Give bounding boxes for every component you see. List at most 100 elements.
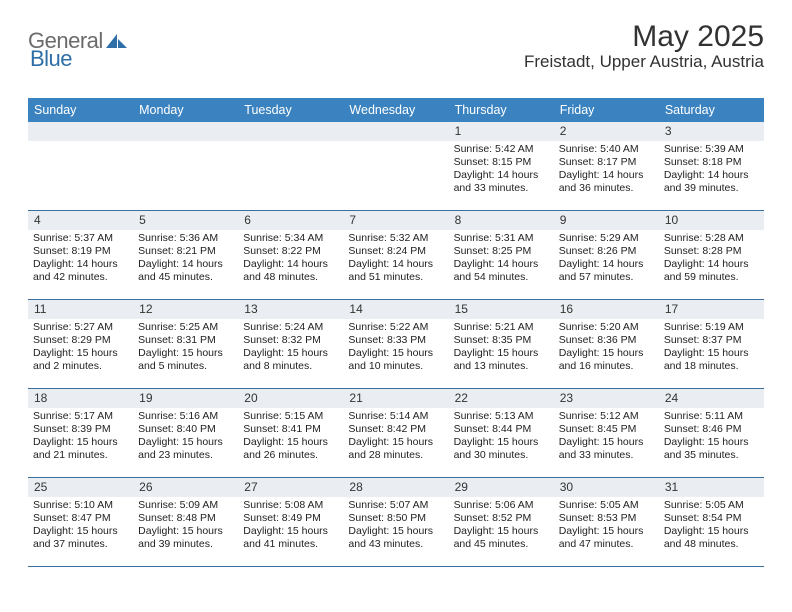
- daylight-text-1: Daylight: 15 hours: [138, 347, 233, 360]
- sunset-text: Sunset: 8:22 PM: [243, 245, 338, 258]
- day-body: Sunrise: 5:25 AMSunset: 8:31 PMDaylight:…: [133, 319, 238, 378]
- sunset-text: Sunset: 8:21 PM: [138, 245, 233, 258]
- daylight-text-2: and 45 minutes.: [454, 538, 549, 551]
- sunrise-text: Sunrise: 5:22 AM: [348, 321, 443, 334]
- day-cell: 12Sunrise: 5:25 AMSunset: 8:31 PMDayligh…: [133, 300, 238, 388]
- day-number: 18: [28, 389, 133, 408]
- day-number: 6: [238, 211, 343, 230]
- daylight-text-1: Daylight: 15 hours: [243, 436, 338, 449]
- sunset-text: Sunset: 8:37 PM: [664, 334, 759, 347]
- day-cell: 21Sunrise: 5:14 AMSunset: 8:42 PMDayligh…: [343, 389, 448, 477]
- day-cell: 1Sunrise: 5:42 AMSunset: 8:15 PMDaylight…: [449, 122, 554, 210]
- day-body: Sunrise: 5:06 AMSunset: 8:52 PMDaylight:…: [449, 497, 554, 556]
- day-body: Sunrise: 5:21 AMSunset: 8:35 PMDaylight:…: [449, 319, 554, 378]
- sunset-text: Sunset: 8:49 PM: [243, 512, 338, 525]
- sunrise-text: Sunrise: 5:32 AM: [348, 232, 443, 245]
- header-row: General May 2025 Freistadt, Upper Austri…: [28, 20, 764, 72]
- day-body: Sunrise: 5:19 AMSunset: 8:37 PMDaylight:…: [659, 319, 764, 378]
- sunset-text: Sunset: 8:19 PM: [33, 245, 128, 258]
- day-cell: 3Sunrise: 5:39 AMSunset: 8:18 PMDaylight…: [659, 122, 764, 210]
- weekday-header: Thursday: [449, 98, 554, 122]
- weekday-header: Monday: [133, 98, 238, 122]
- day-cell: 14Sunrise: 5:22 AMSunset: 8:33 PMDayligh…: [343, 300, 448, 388]
- brand-part2-wrap: Blue: [30, 46, 72, 72]
- daylight-text-1: Daylight: 14 hours: [664, 258, 759, 271]
- daylight-text-2: and 41 minutes.: [243, 538, 338, 551]
- daylight-text-2: and 36 minutes.: [559, 182, 654, 195]
- day-number: 11: [28, 300, 133, 319]
- daylight-text-1: Daylight: 15 hours: [454, 525, 549, 538]
- daylight-text-2: and 26 minutes.: [243, 449, 338, 462]
- sunrise-text: Sunrise: 5:06 AM: [454, 499, 549, 512]
- sunrise-text: Sunrise: 5:10 AM: [33, 499, 128, 512]
- weekday-header: Saturday: [659, 98, 764, 122]
- weekday-header: Tuesday: [238, 98, 343, 122]
- daylight-text-2: and 47 minutes.: [559, 538, 654, 551]
- day-body: Sunrise: 5:37 AMSunset: 8:19 PMDaylight:…: [28, 230, 133, 289]
- day-number: 22: [449, 389, 554, 408]
- daylight-text-1: Daylight: 15 hours: [348, 347, 443, 360]
- daylight-text-1: Daylight: 15 hours: [454, 347, 549, 360]
- day-number: 25: [28, 478, 133, 497]
- day-cell: 16Sunrise: 5:20 AMSunset: 8:36 PMDayligh…: [554, 300, 659, 388]
- day-cell: 31Sunrise: 5:05 AMSunset: 8:54 PMDayligh…: [659, 478, 764, 566]
- sunrise-text: Sunrise: 5:28 AM: [664, 232, 759, 245]
- day-number: 8: [449, 211, 554, 230]
- daylight-text-1: Daylight: 14 hours: [243, 258, 338, 271]
- sunset-text: Sunset: 8:15 PM: [454, 156, 549, 169]
- day-number: 14: [343, 300, 448, 319]
- sunset-text: Sunset: 8:48 PM: [138, 512, 233, 525]
- day-number: 12: [133, 300, 238, 319]
- day-body: Sunrise: 5:42 AMSunset: 8:15 PMDaylight:…: [449, 141, 554, 200]
- day-number: 2: [554, 122, 659, 141]
- day-number: 24: [659, 389, 764, 408]
- day-cell: 9Sunrise: 5:29 AMSunset: 8:26 PMDaylight…: [554, 211, 659, 299]
- day-body: Sunrise: 5:16 AMSunset: 8:40 PMDaylight:…: [133, 408, 238, 467]
- day-body: Sunrise: 5:09 AMSunset: 8:48 PMDaylight:…: [133, 497, 238, 556]
- day-cell: 6Sunrise: 5:34 AMSunset: 8:22 PMDaylight…: [238, 211, 343, 299]
- day-body: Sunrise: 5:10 AMSunset: 8:47 PMDaylight:…: [28, 497, 133, 556]
- daylight-text-1: Daylight: 14 hours: [454, 169, 549, 182]
- day-number: 7: [343, 211, 448, 230]
- sunset-text: Sunset: 8:36 PM: [559, 334, 654, 347]
- day-number: 5: [133, 211, 238, 230]
- sunset-text: Sunset: 8:28 PM: [664, 245, 759, 258]
- day-body: Sunrise: 5:08 AMSunset: 8:49 PMDaylight:…: [238, 497, 343, 556]
- sunrise-text: Sunrise: 5:27 AM: [33, 321, 128, 334]
- day-number: 3: [659, 122, 764, 141]
- daylight-text-2: and 54 minutes.: [454, 271, 549, 284]
- sunset-text: Sunset: 8:52 PM: [454, 512, 549, 525]
- day-body: Sunrise: 5:32 AMSunset: 8:24 PMDaylight:…: [343, 230, 448, 289]
- day-body: Sunrise: 5:13 AMSunset: 8:44 PMDaylight:…: [449, 408, 554, 467]
- daylight-text-2: and 2 minutes.: [33, 360, 128, 373]
- week-row: 1Sunrise: 5:42 AMSunset: 8:15 PMDaylight…: [28, 122, 764, 211]
- sunrise-text: Sunrise: 5:13 AM: [454, 410, 549, 423]
- daylight-text-2: and 57 minutes.: [559, 271, 654, 284]
- sunrise-text: Sunrise: 5:25 AM: [138, 321, 233, 334]
- daylight-text-2: and 45 minutes.: [138, 271, 233, 284]
- day-cell: 24Sunrise: 5:11 AMSunset: 8:46 PMDayligh…: [659, 389, 764, 477]
- weekday-header-row: SundayMondayTuesdayWednesdayThursdayFrid…: [28, 98, 764, 122]
- sunrise-text: Sunrise: 5:17 AM: [33, 410, 128, 423]
- brand-part2: Blue: [30, 46, 72, 71]
- daylight-text-1: Daylight: 15 hours: [559, 347, 654, 360]
- sunset-text: Sunset: 8:40 PM: [138, 423, 233, 436]
- daylight-text-1: Daylight: 14 hours: [454, 258, 549, 271]
- day-body: Sunrise: 5:36 AMSunset: 8:21 PMDaylight:…: [133, 230, 238, 289]
- daylight-text-1: Daylight: 15 hours: [348, 525, 443, 538]
- sunrise-text: Sunrise: 5:39 AM: [664, 143, 759, 156]
- day-number: 19: [133, 389, 238, 408]
- weekday-header: Friday: [554, 98, 659, 122]
- day-number-bar-empty: [343, 122, 448, 141]
- sunset-text: Sunset: 8:47 PM: [33, 512, 128, 525]
- weekday-header: Sunday: [28, 98, 133, 122]
- sunrise-text: Sunrise: 5:31 AM: [454, 232, 549, 245]
- day-cell: 25Sunrise: 5:10 AMSunset: 8:47 PMDayligh…: [28, 478, 133, 566]
- sunset-text: Sunset: 8:41 PM: [243, 423, 338, 436]
- sunrise-text: Sunrise: 5:24 AM: [243, 321, 338, 334]
- daylight-text-1: Daylight: 15 hours: [348, 436, 443, 449]
- day-cell: [343, 122, 448, 210]
- sunset-text: Sunset: 8:24 PM: [348, 245, 443, 258]
- day-body: Sunrise: 5:12 AMSunset: 8:45 PMDaylight:…: [554, 408, 659, 467]
- day-number: 1: [449, 122, 554, 141]
